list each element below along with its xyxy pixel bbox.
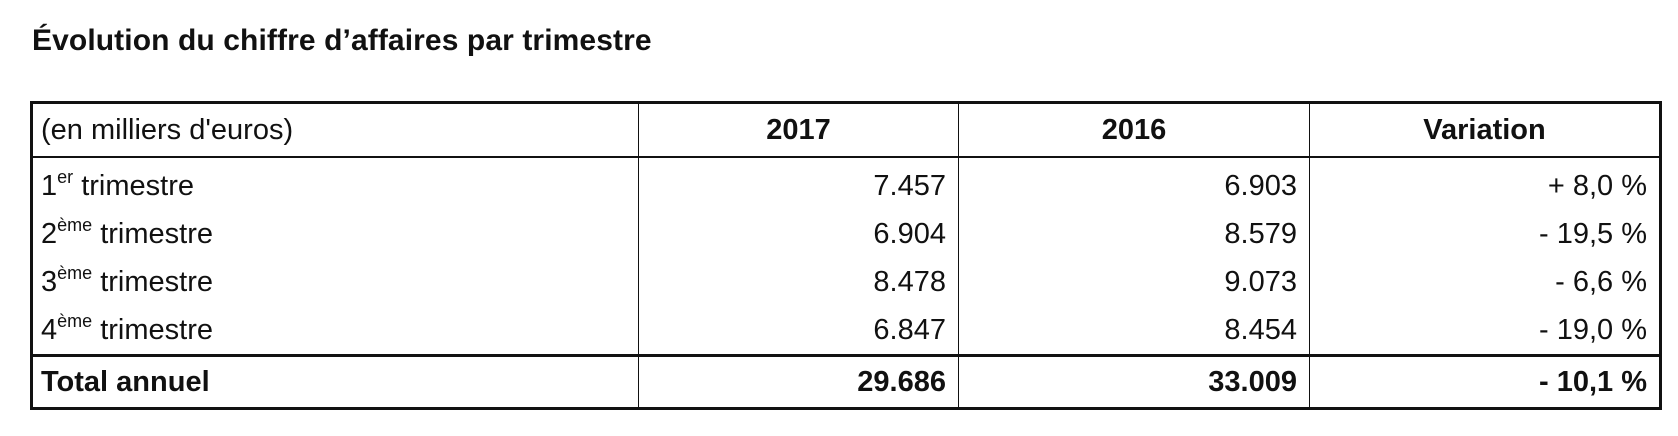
quarter-word: trimestre (73, 169, 194, 202)
total-label: Total annuel (31, 354, 639, 409)
table-row: 2ème trimestre 6.904 8.579 - 19,5 % (32, 210, 1661, 258)
quarter-word: trimestre (92, 265, 213, 298)
value-2017: 6.904 (638, 210, 959, 258)
unit-header: (en milliers d'euros) (31, 102, 639, 158)
page-title: Évolution du chiffre d’affaires par trim… (32, 24, 652, 57)
total-2016: 33.009 (958, 354, 1310, 409)
total-variation: - 10,1 % (1309, 354, 1661, 409)
quarter-number: 3 (41, 265, 58, 298)
total-2017: 29.686 (638, 354, 959, 409)
variation-header: Variation (1309, 102, 1661, 158)
value-2017: 7.457 (638, 157, 959, 210)
year-2016-header: 2016 (958, 102, 1310, 158)
ordinal-suffix: ème (57, 262, 93, 283)
total-row: Total annuel 29.686 33.009 - 10,1 % (31, 354, 1661, 409)
variation-value: - 19,5 % (1309, 210, 1661, 258)
value-2017: 6.847 (638, 306, 959, 356)
value-2017: 8.478 (638, 258, 959, 306)
variation-value: - 19,0 % (1309, 306, 1661, 356)
table-row: 3ème trimestre 8.478 9.073 - 6,6 % (32, 258, 1661, 306)
quarter-word: trimestre (92, 313, 213, 346)
row-label: 1er trimestre (32, 157, 639, 210)
value-2016: 8.454 (958, 306, 1310, 356)
row-label: 3ème trimestre (32, 258, 639, 306)
ordinal-suffix: ème (57, 310, 93, 331)
year-2017-header: 2017 (638, 102, 959, 158)
table-row: 4ème trimestre 6.847 8.454 - 19,0 % (32, 306, 1661, 356)
table-header-row: (en milliers d'euros) 2017 2016 Variatio… (31, 102, 1661, 158)
value-2016: 8.579 (958, 210, 1310, 258)
row-label: 4ème trimestre (32, 306, 639, 356)
quarter-number: 2 (41, 217, 58, 250)
ordinal-suffix: er (57, 166, 74, 187)
quarter-number: 1 (41, 169, 58, 202)
revenue-table: (en milliers d'euros) 2017 2016 Variatio… (30, 101, 1662, 410)
value-2016: 9.073 (958, 258, 1310, 306)
variation-value: - 6,6 % (1309, 258, 1661, 306)
quarter-word: trimestre (92, 217, 213, 250)
ordinal-suffix: ème (57, 214, 93, 235)
quarter-number: 4 (41, 313, 58, 346)
value-2016: 6.903 (958, 157, 1310, 210)
row-label: 2ème trimestre (32, 210, 639, 258)
table-row: 1er trimestre 7.457 6.903 + 8,0 % (32, 157, 1661, 210)
revenue-table-container: (en milliers d'euros) 2017 2016 Variatio… (30, 101, 1662, 410)
variation-value: + 8,0 % (1309, 157, 1661, 210)
